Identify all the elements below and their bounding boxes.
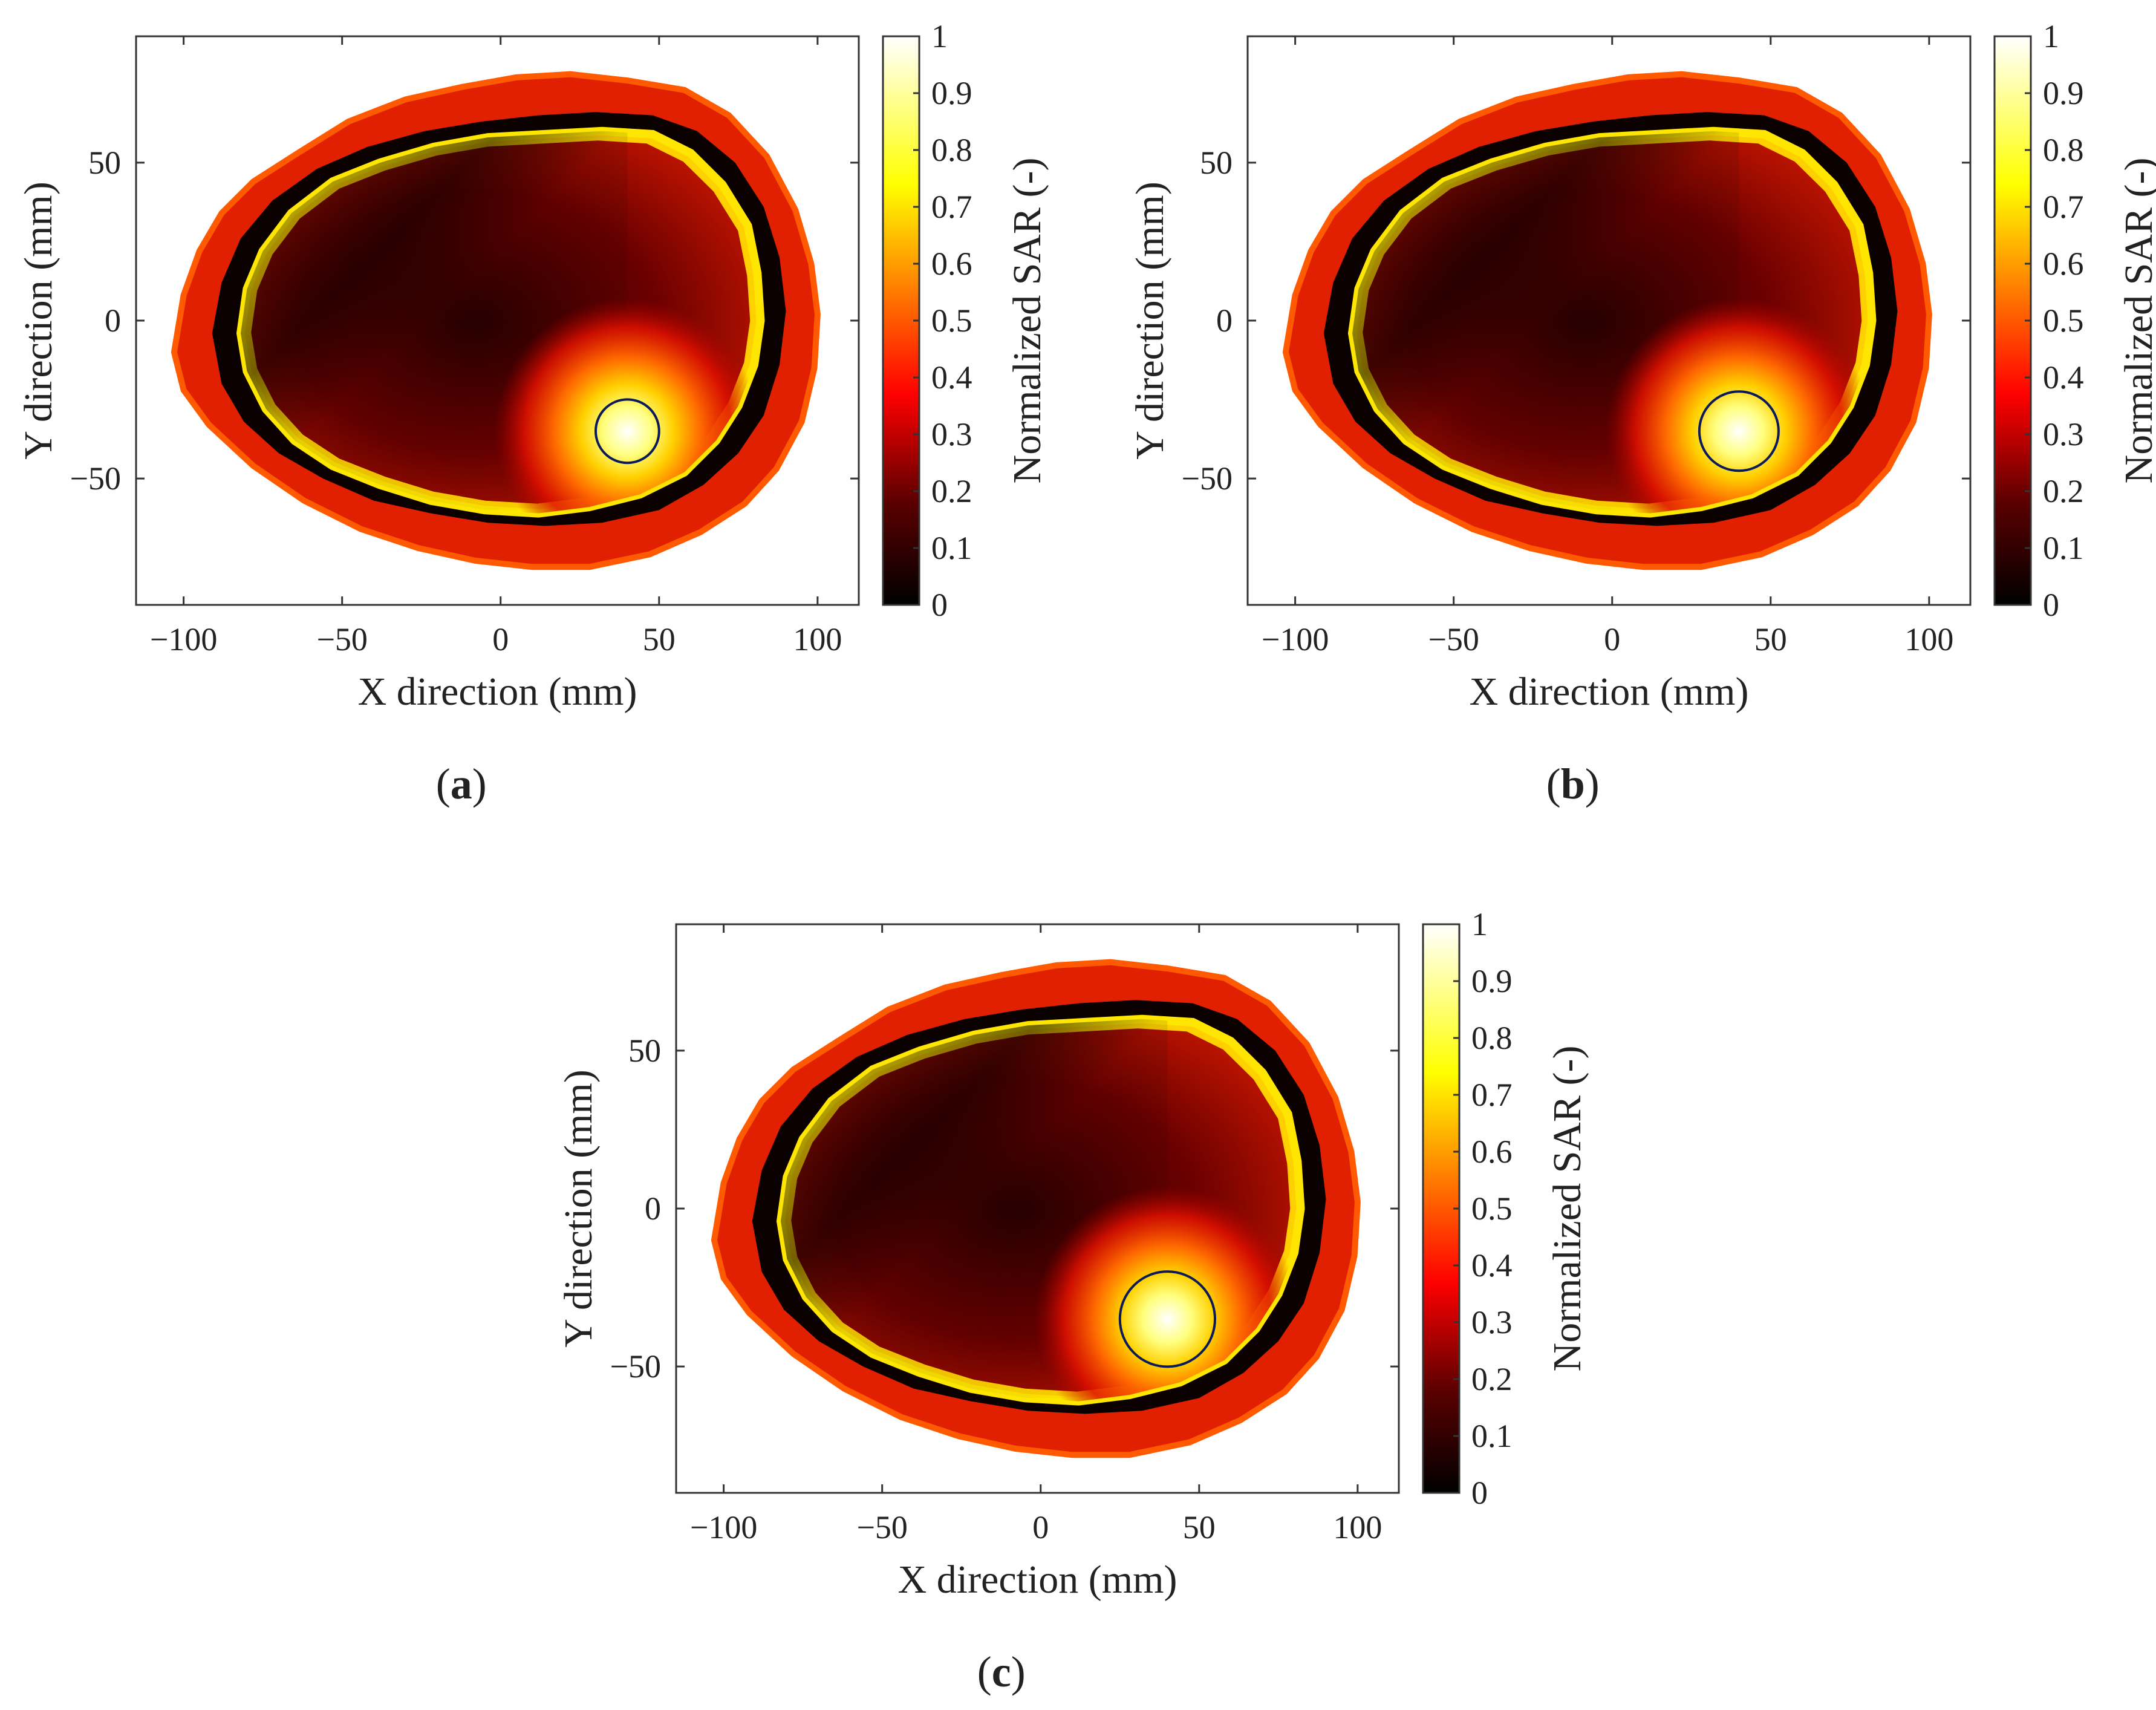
x-axis-title: X direction (mm)	[358, 670, 637, 714]
colorbar-tick-label: 0.3	[931, 416, 972, 452]
x-tick-label: −50	[856, 1509, 907, 1545]
colorbar-tick-label: 0.7	[931, 189, 972, 225]
colorbar-tick-label: 0.7	[1471, 1077, 1513, 1113]
y-tick-label: 50	[88, 145, 121, 181]
colorbar-label: Normalized SAR (-)	[1545, 1046, 1589, 1372]
panel-label: (c)	[977, 1648, 1026, 1696]
colorbar-tick-label: 1	[1471, 906, 1488, 942]
y-tick-label: 0	[645, 1190, 661, 1227]
x-tick-label: 0	[1032, 1509, 1049, 1545]
x-tick-label: 0	[1604, 621, 1620, 658]
x-tick-label: −100	[1262, 621, 1329, 658]
y-tick-label: −50	[1182, 460, 1233, 497]
colorbar-tick-label: 0.2	[2043, 473, 2084, 509]
y-tick-label: 0	[105, 302, 121, 339]
colorbar-tick-label: 0.3	[2043, 416, 2084, 452]
target-circle	[1118, 1270, 1217, 1368]
colorbar-tick-label: 1	[931, 18, 948, 54]
panel-label: (a)	[436, 760, 487, 808]
panel-a: −100 −50 0 50 100 −50 0 50 X direction (mm) Y dir…	[0, 0, 1078, 835]
colorbar-tick-label: 0	[931, 587, 948, 623]
colorbar-tick-label: 0.8	[2043, 132, 2084, 168]
colorbar-tick-label: 0.6	[1471, 1134, 1513, 1170]
colorbar-tick-label: 0.5	[2043, 302, 2084, 339]
colorbar-tick-label: 0.8	[1471, 1020, 1513, 1056]
y-tick-label: 50	[1200, 145, 1233, 181]
y-tick-label: 0	[1216, 302, 1233, 339]
colorbar-tick-label: 0.1	[1471, 1418, 1513, 1454]
colorbar-tick-label: 0.7	[2043, 189, 2084, 225]
x-tick-label: 50	[1754, 621, 1787, 658]
target-circle	[594, 398, 660, 465]
x-tick-label: −100	[690, 1509, 757, 1545]
panel-b: −100 −50 0 50 100 −50 0 50 X direction (mm) Y dir…	[1112, 0, 2156, 835]
y-axis-title: Y direction (mm)	[1128, 181, 1172, 459]
x-axis-title: X direction (mm)	[1470, 670, 1749, 714]
brain-interior	[241, 131, 761, 514]
colorbar-tick-label: 0	[1471, 1475, 1488, 1511]
colorbar-tick-label: 0.2	[1471, 1361, 1513, 1397]
x-tick-label: 100	[1333, 1509, 1382, 1545]
colorbar-label: Normalized SAR (-)	[2117, 158, 2156, 484]
x-tick-label: 0	[492, 621, 509, 658]
x-tick-label: 100	[793, 621, 842, 658]
x-tick-label: −50	[316, 621, 367, 658]
colorbar-tick-label: 0.4	[1471, 1247, 1513, 1284]
colorbar-tick-label: 0.2	[931, 473, 972, 509]
x-tick-label: 50	[643, 621, 676, 658]
colorbar-tick-label: 0	[2043, 587, 2059, 623]
y-axis-title: Y direction (mm)	[556, 1069, 601, 1347]
y-tick-label: −50	[610, 1348, 661, 1385]
colorbar-tick-label: 0.9	[1471, 963, 1513, 999]
colorbar-tick-label: 0.6	[2043, 246, 2084, 282]
y-tick-label: −50	[70, 460, 121, 497]
x-tick-label: −100	[150, 621, 217, 658]
x-tick-label: −50	[1428, 621, 1479, 658]
colorbar-tick-label: 1	[2043, 18, 2059, 54]
colorbar-tick-label: 0.1	[931, 530, 972, 566]
colorbar-tick-label: 0.3	[1471, 1304, 1513, 1340]
colorbar-tick-label: 0.8	[931, 132, 972, 168]
colorbar-label: Normalized SAR (-)	[1005, 158, 1049, 484]
brain-interior	[1352, 131, 1872, 514]
colorbar-tick-label: 0.4	[931, 359, 972, 396]
target-circle	[1698, 390, 1780, 472]
x-tick-label: 50	[1183, 1509, 1216, 1545]
colorbar-tick-label: 0.5	[931, 302, 972, 339]
colorbar-tick-label: 0.9	[2043, 75, 2084, 111]
colorbar-tick-label: 0.5	[1471, 1190, 1513, 1227]
x-axis-title: X direction (mm)	[898, 1558, 1177, 1602]
colorbar-tick-label: 0.1	[2043, 530, 2084, 566]
panel-label: (b)	[1546, 760, 1600, 808]
colorbar-tick-label: 0.4	[2043, 359, 2084, 396]
y-axis-title: Y direction (mm)	[16, 181, 60, 459]
colorbar-tick-label: 0.9	[931, 75, 972, 111]
colorbar-tick-label: 0.6	[931, 246, 972, 282]
panel-c: −100 −50 0 50 100 −50 0 50 X direction (mm) Y dir…	[540, 888, 1618, 1710]
x-tick-label: 100	[1904, 621, 1953, 658]
y-tick-label: 50	[628, 1033, 661, 1069]
